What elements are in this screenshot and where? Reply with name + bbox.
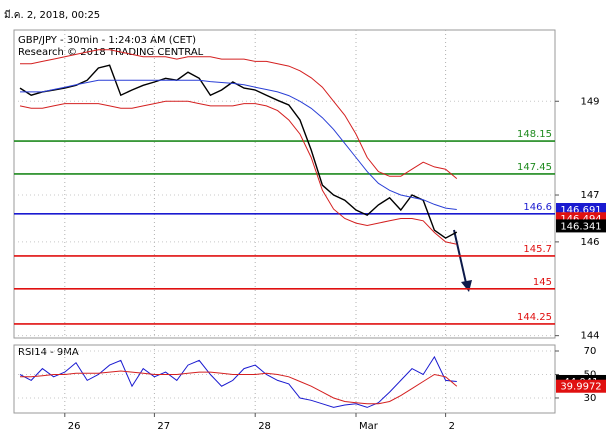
level-label: 148.15 bbox=[517, 129, 552, 140]
rsi-panel bbox=[13, 344, 556, 414]
x-tick-label: 26 bbox=[68, 421, 81, 432]
y-tick-label: 146 bbox=[580, 237, 599, 248]
x-tick-label: 28 bbox=[258, 421, 271, 432]
rsi-title: RSI14 - 9MA bbox=[18, 347, 79, 358]
level-label: 145.7 bbox=[523, 244, 552, 255]
price-panel bbox=[13, 29, 556, 339]
series-line bbox=[19, 100, 457, 245]
y-tick-label: 147 bbox=[580, 190, 599, 201]
timestamp: มี.ค. 2, 2018, 00:25 bbox=[4, 9, 100, 21]
price-badge bbox=[556, 219, 606, 233]
chart-subtitle: Research © 2018 TRADING CENTRAL bbox=[18, 47, 204, 58]
x-tick-label: 2 bbox=[449, 421, 455, 432]
y-tick-label: 149 bbox=[580, 96, 599, 107]
y-tick-label: 30 bbox=[584, 393, 597, 404]
price-badge bbox=[556, 379, 606, 393]
y-tick-label: 70 bbox=[584, 346, 597, 357]
series-line bbox=[20, 370, 458, 405]
chart-title: GBP/JPY - 30min - 1:24:03 AM (CET) bbox=[18, 35, 196, 46]
y-tick-label: 144 bbox=[580, 331, 599, 342]
price-badge-label: 146.341 bbox=[560, 221, 601, 232]
level-label: 144.25 bbox=[517, 312, 552, 323]
series-line bbox=[20, 79, 457, 210]
series-line bbox=[20, 49, 458, 179]
x-tick-label: 27 bbox=[157, 421, 170, 432]
level-label: 145 bbox=[533, 277, 552, 288]
x-tick-label: Mar bbox=[359, 421, 379, 432]
series-line bbox=[19, 64, 458, 239]
price-badge-label: 39.9972 bbox=[560, 382, 601, 393]
level-label: 147.45 bbox=[517, 162, 552, 173]
level-label: 146.6 bbox=[523, 202, 552, 213]
price-badge-label: 146.691 bbox=[560, 205, 601, 216]
